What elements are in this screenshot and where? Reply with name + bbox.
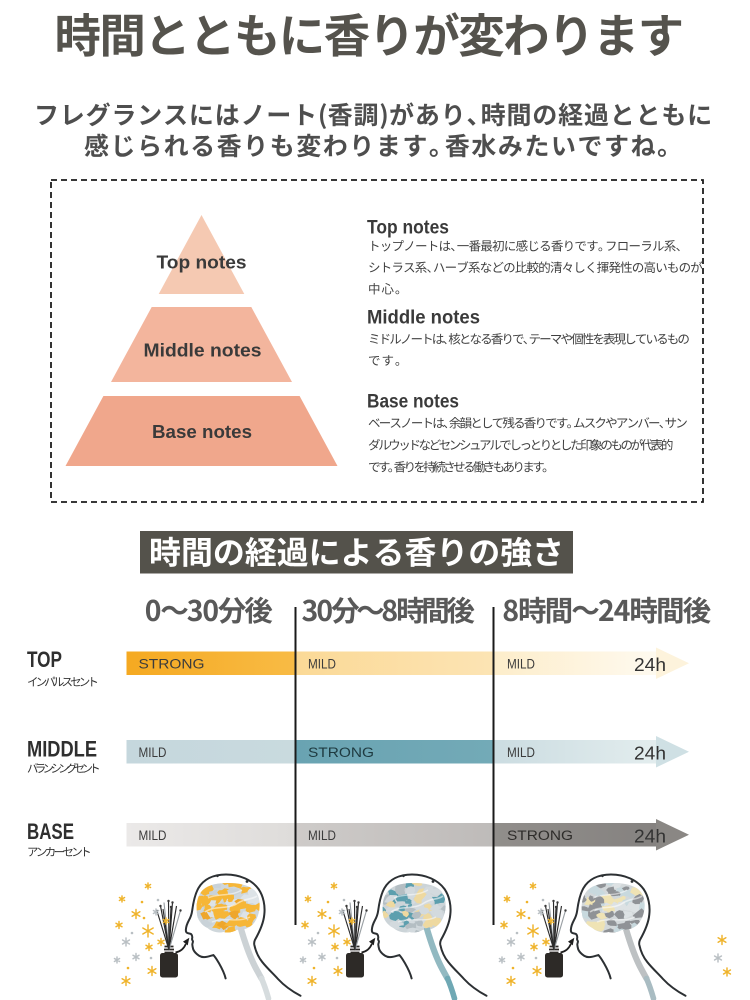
svg-text:24h: 24h: [634, 827, 666, 847]
svg-text:Middle notes: Middle notes: [367, 308, 480, 329]
svg-text:MILD: MILD: [308, 828, 336, 843]
svg-text:Base notes: Base notes: [152, 421, 252, 442]
svg-text:STRONG: STRONG: [308, 745, 374, 760]
svg-text:MILD: MILD: [139, 745, 167, 760]
svg-text:Top notes: Top notes: [367, 218, 449, 239]
svg-text:MILD: MILD: [139, 828, 167, 843]
svg-text:MILD: MILD: [308, 656, 336, 671]
svg-text:Top notes: Top notes: [157, 252, 247, 273]
svg-text:STRONG: STRONG: [139, 656, 205, 671]
svg-text:MILD: MILD: [507, 656, 535, 671]
svg-text:MIDDLE: MIDDLE: [27, 737, 97, 762]
svg-text:Middle notes: Middle notes: [144, 340, 262, 361]
svg-text:BASE: BASE: [27, 819, 74, 844]
svg-text:Base notes: Base notes: [367, 392, 459, 413]
svg-text:STRONG: STRONG: [507, 828, 573, 843]
svg-text:TOP: TOP: [27, 647, 62, 672]
svg-text:24h: 24h: [634, 744, 666, 764]
svg-text:MILD: MILD: [507, 745, 535, 760]
svg-text:24h: 24h: [634, 655, 666, 675]
